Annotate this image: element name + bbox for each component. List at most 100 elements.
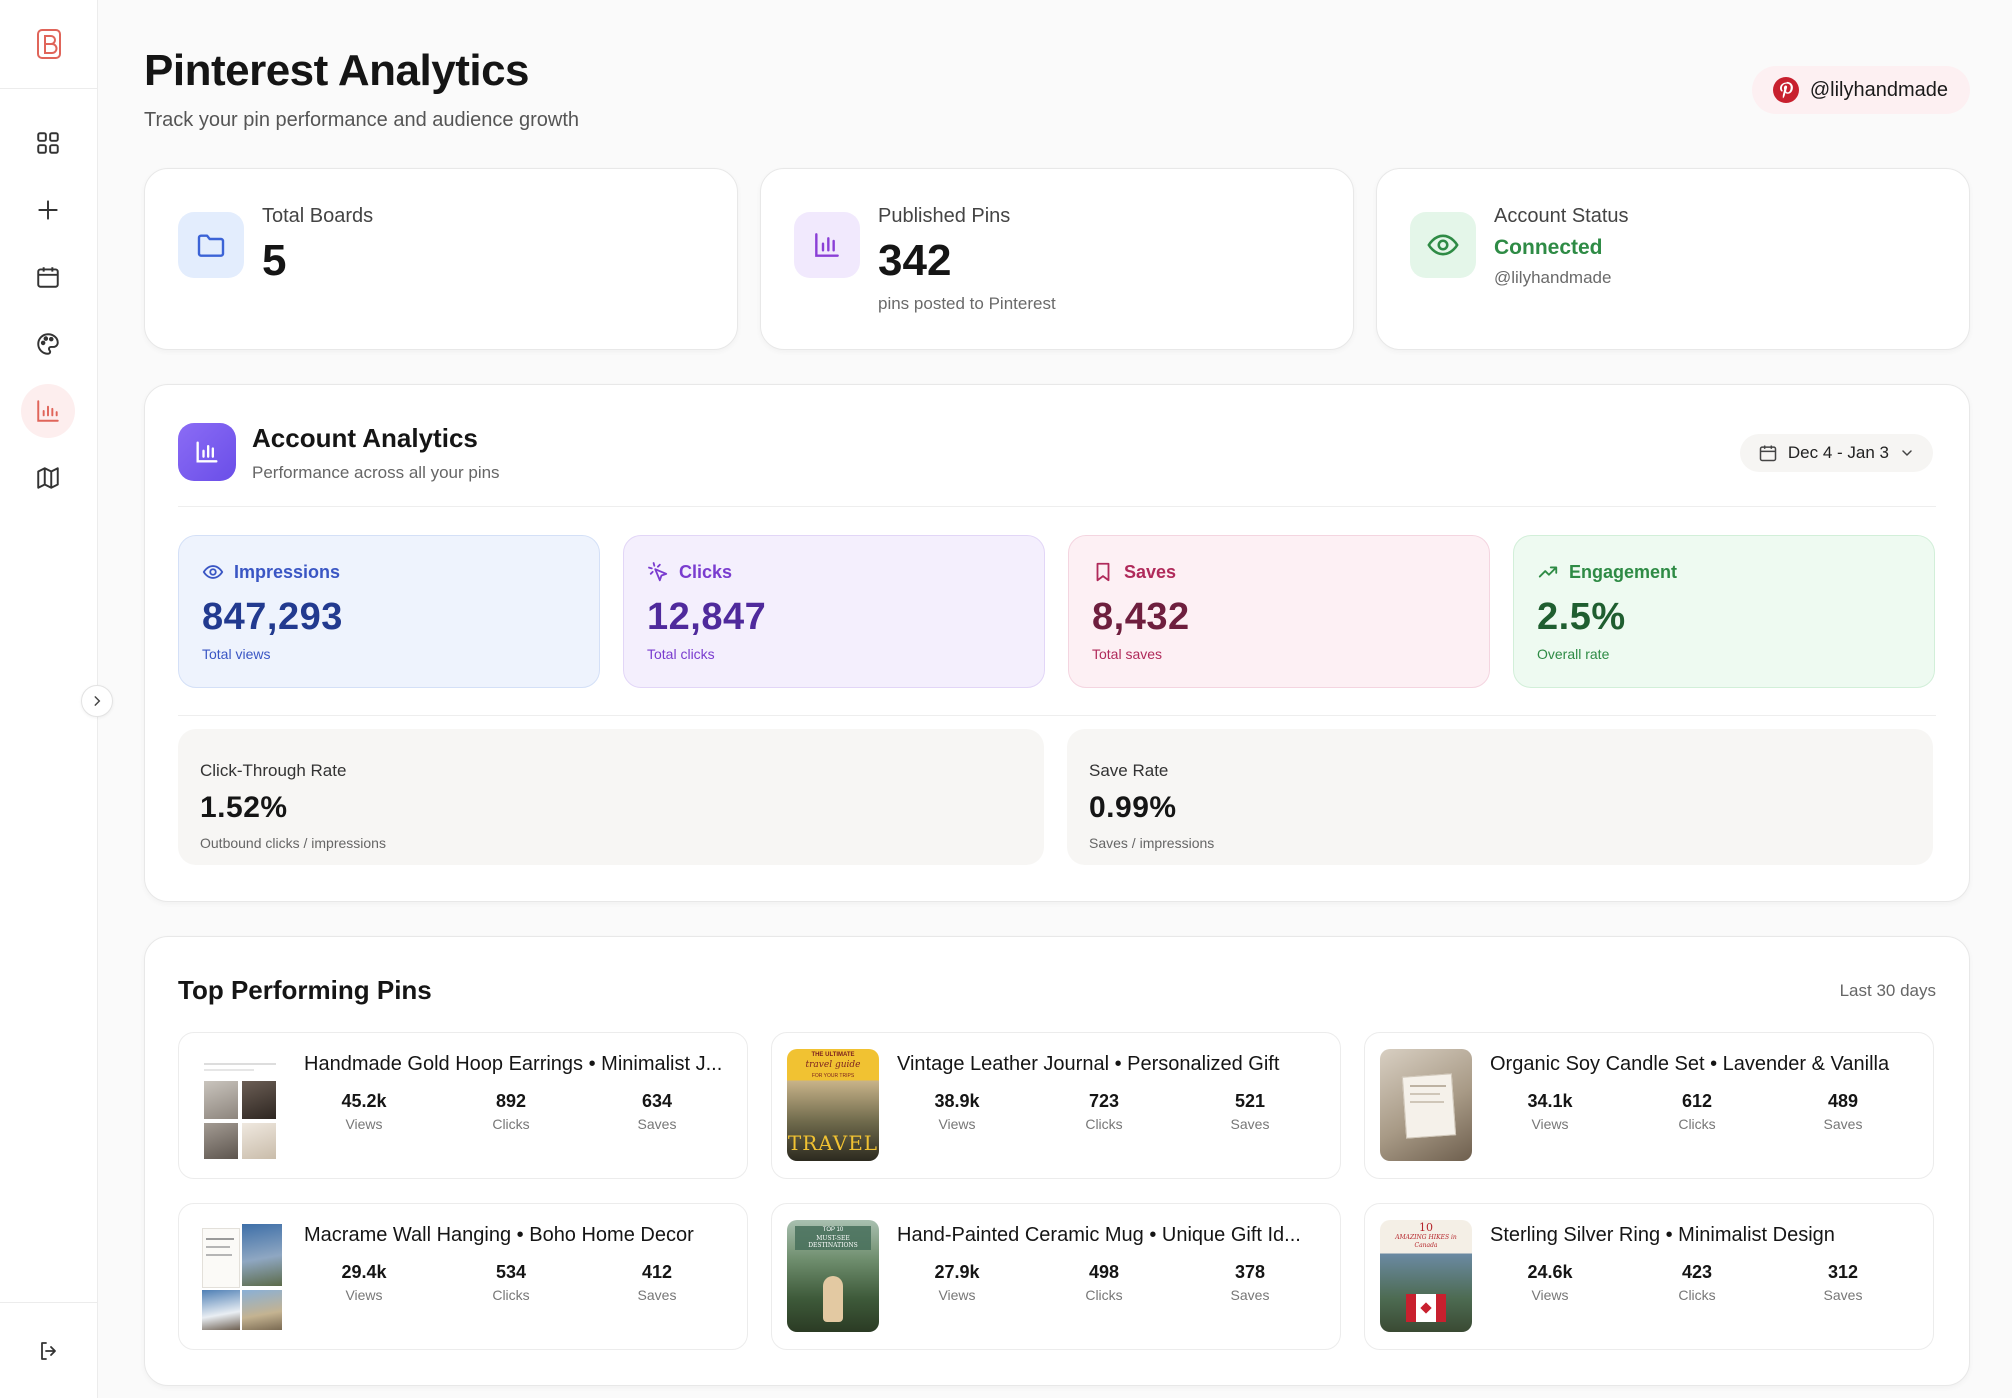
views-value: 24.6k bbox=[1527, 1262, 1573, 1282]
clicks-label: Clicks bbox=[1085, 1116, 1123, 1132]
thumb-text: FOR YOUR TRIPS bbox=[811, 1073, 855, 1079]
engagement-metric: Engagement 2.5% Overall rate bbox=[1513, 535, 1935, 688]
pin-views: 24.6k Views bbox=[1490, 1262, 1610, 1303]
clicks-value: 498 bbox=[1088, 1262, 1120, 1282]
sidebar-toggle-button[interactable] bbox=[81, 685, 113, 717]
rate-label: Click-Through Rate bbox=[200, 761, 347, 780]
time-range-label: Last 30 days bbox=[1839, 981, 1936, 1000]
chevron-down-icon bbox=[1902, 450, 1912, 457]
views-value: 27.9k bbox=[934, 1262, 980, 1282]
thumb-text: TRAVEL bbox=[787, 1131, 879, 1155]
clicks-value: 892 bbox=[495, 1091, 527, 1111]
views-value: 38.9k bbox=[934, 1091, 980, 1111]
thumb-text: THE ULTIMATE bbox=[811, 1052, 855, 1058]
views-value: 45.2k bbox=[341, 1091, 387, 1111]
logout-icon bbox=[40, 1341, 56, 1360]
metric-subtext: Total saves bbox=[1092, 646, 1163, 662]
published-pins-card: Published Pins 342 pins posted to Pinter… bbox=[760, 168, 1354, 350]
thumb-text: AMAZING HIKES in Canada bbox=[1395, 1234, 1457, 1249]
calendar-icon bbox=[1759, 445, 1777, 462]
folder-icon bbox=[178, 212, 244, 278]
clicks-label: Clicks bbox=[1085, 1287, 1123, 1303]
pin-views: 34.1k Views bbox=[1490, 1091, 1610, 1132]
pin-card[interactable]: Handmade Gold Hoop Earrings • Minimalist… bbox=[178, 1032, 748, 1179]
calendar-icon bbox=[37, 267, 59, 288]
saves-label: Saves bbox=[637, 1116, 677, 1132]
pin-thumbnail bbox=[1380, 1049, 1472, 1161]
grid-icon bbox=[37, 132, 59, 154]
pin-card[interactable]: THE ULTIMATE travel guide FOR YOUR TRIPS… bbox=[771, 1032, 1341, 1179]
pin-thumbnail: THE ULTIMATE travel guide FOR YOUR TRIPS… bbox=[787, 1049, 879, 1161]
pin-title: Organic Soy Candle Set • Lavender & Vani… bbox=[1490, 1053, 1890, 1075]
metric-value: 2.5% bbox=[1537, 596, 1626, 638]
clicks-label: Clicks bbox=[492, 1116, 530, 1132]
views-value: 29.4k bbox=[341, 1262, 387, 1282]
saves-value: 521 bbox=[1234, 1091, 1266, 1111]
metric-value: 8,432 bbox=[1092, 596, 1190, 638]
impressions-metric: Impressions 847,293 Total views bbox=[178, 535, 600, 688]
clicks-value: 423 bbox=[1681, 1262, 1713, 1282]
account-analytics-panel: Account Analytics Performance across all… bbox=[144, 384, 1970, 902]
pin-saves: 521 Saves bbox=[1190, 1091, 1310, 1132]
metric-value: 847,293 bbox=[202, 596, 343, 638]
views-label: Views bbox=[938, 1116, 976, 1132]
pin-thumbnail bbox=[194, 1220, 286, 1332]
save-rate-card: Save Rate 0.99% Saves / impressions bbox=[1067, 729, 1933, 865]
section-title: Account Analytics bbox=[252, 423, 478, 453]
views-label: Views bbox=[345, 1287, 383, 1303]
clicks-label: Clicks bbox=[1678, 1116, 1716, 1132]
pin-clicks: 534 Clicks bbox=[451, 1262, 571, 1303]
pin-card[interactable]: Organic Soy Candle Set • Lavender & Vani… bbox=[1364, 1032, 1934, 1179]
clicks-label: Clicks bbox=[492, 1287, 530, 1303]
sidebar-item-analytics[interactable] bbox=[21, 384, 75, 438]
sidebar-item-design[interactable] bbox=[21, 317, 75, 371]
logout-button[interactable] bbox=[0, 1302, 97, 1398]
saves-value: 412 bbox=[641, 1262, 673, 1282]
saves-label: Saves bbox=[1823, 1116, 1863, 1132]
saves-metric: Saves 8,432 Total saves bbox=[1068, 535, 1490, 688]
saves-value: 312 bbox=[1827, 1262, 1859, 1282]
account-handle: @lilyhandmade bbox=[1809, 78, 1948, 101]
sidebar-item-create[interactable] bbox=[21, 183, 75, 237]
rate-subtext: Outbound clicks / impressions bbox=[200, 835, 386, 851]
saves-value: 378 bbox=[1234, 1262, 1266, 1282]
pin-saves: 489 Saves bbox=[1783, 1091, 1903, 1132]
eye-icon bbox=[202, 565, 224, 579]
rate-value: 1.52% bbox=[200, 791, 288, 824]
metric-subtext: Total views bbox=[202, 646, 271, 662]
bookmark-icon bbox=[1096, 562, 1110, 582]
trending-up-icon bbox=[1538, 566, 1558, 578]
sidebar-item-dashboard[interactable] bbox=[21, 116, 75, 170]
pin-card[interactable]: TOP 10 MUST-SEE DESTINATIONS Hand-Painte… bbox=[771, 1203, 1341, 1350]
saves-label: Saves bbox=[1230, 1116, 1270, 1132]
divider bbox=[178, 506, 1936, 507]
clicks-value: 612 bbox=[1681, 1091, 1713, 1111]
pin-clicks: 612 Clicks bbox=[1637, 1091, 1757, 1132]
metric-label: Engagement bbox=[1569, 561, 1678, 582]
saves-label: Saves bbox=[637, 1287, 677, 1303]
date-range-dropdown[interactable]: Dec 4 - Jan 3 bbox=[1739, 434, 1933, 472]
pin-saves: 412 Saves bbox=[597, 1262, 717, 1303]
pin-views: 38.9k Views bbox=[897, 1091, 1017, 1132]
pin-views: 29.4k Views bbox=[304, 1262, 424, 1303]
sidebar-item-map[interactable] bbox=[21, 451, 75, 505]
app-logo[interactable] bbox=[0, 0, 97, 89]
saves-value: 634 bbox=[641, 1091, 673, 1111]
date-range-label: Dec 4 - Jan 3 bbox=[1787, 443, 1889, 462]
stat-label: Published Pins bbox=[878, 205, 1011, 227]
chevron-right-icon bbox=[94, 696, 101, 706]
thumb-text: travel guide bbox=[805, 1060, 861, 1070]
pin-saves: 634 Saves bbox=[597, 1091, 717, 1132]
metric-value: 12,847 bbox=[647, 596, 767, 638]
pin-views: 27.9k Views bbox=[897, 1262, 1017, 1303]
chart-icon bbox=[37, 400, 59, 422]
pin-card[interactable]: Macrame Wall Hanging • Boho Home Decor 2… bbox=[178, 1203, 748, 1350]
bar-chart-icon bbox=[794, 212, 860, 278]
views-value: 34.1k bbox=[1527, 1091, 1573, 1111]
pin-card[interactable]: 10 AMAZING HIKES in Canada Sterling Silv… bbox=[1364, 1203, 1934, 1350]
top-pins-panel: Top Performing Pins Last 30 days Handmad… bbox=[144, 936, 1970, 1386]
account-badge[interactable]: @lilyhandmade bbox=[1751, 66, 1970, 114]
pin-title: Hand-Painted Ceramic Mug • Unique Gift I… bbox=[897, 1224, 1301, 1246]
metric-label: Saves bbox=[1124, 561, 1177, 582]
sidebar-item-schedule[interactable] bbox=[21, 250, 75, 304]
